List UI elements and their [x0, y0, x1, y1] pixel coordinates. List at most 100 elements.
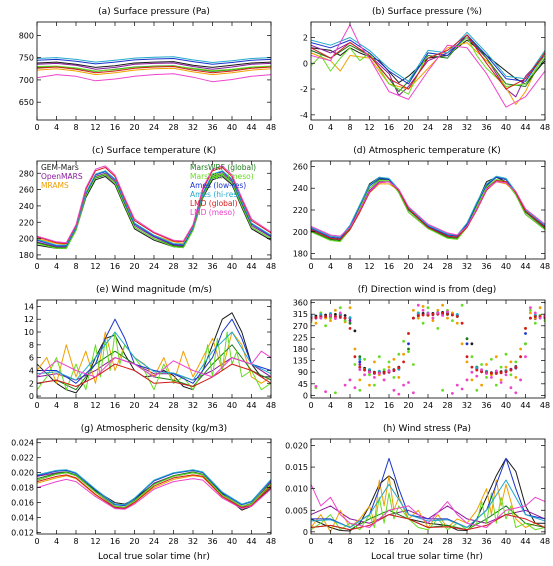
x-tick-label: 8 — [347, 537, 352, 546]
data-point — [314, 321, 318, 325]
y-tick-label: 0.016 — [11, 499, 34, 508]
x-tick-label: 0 — [308, 262, 313, 271]
x-tick-label: 12 — [90, 401, 100, 410]
x-tick-label: 16 — [110, 123, 120, 132]
legend-label-gem-mars: GEM-Mars — [41, 163, 79, 172]
data-point — [402, 339, 405, 343]
data-point — [348, 319, 352, 322]
x-tick-label: 48 — [540, 401, 550, 410]
data-point — [353, 363, 357, 366]
x-tick-label: 40 — [227, 401, 237, 410]
data-point — [504, 352, 508, 356]
x-tick-label: 16 — [110, 537, 120, 546]
x-tick-label: 4 — [54, 123, 59, 132]
data-point — [426, 312, 430, 315]
panel-b: (b) Surface pressure (%) 0 4 8 12 16 20 24 28 32… — [300, 7, 550, 132]
data-point — [455, 321, 459, 325]
x-tick-label: 12 — [90, 262, 100, 271]
data-point — [402, 352, 405, 356]
series-line — [37, 165, 271, 244]
x-tick-label: 28 — [168, 537, 178, 546]
x-tick-label: 40 — [501, 123, 511, 132]
data-point — [412, 316, 415, 320]
x-tick-label: 20 — [403, 537, 413, 546]
x-tick-label: 0 — [308, 537, 313, 546]
panel-e-title: (e) Wind magnitude (m/s) — [96, 285, 212, 295]
data-point — [343, 316, 347, 320]
y-tick-label: 2 — [29, 379, 34, 388]
data-point — [436, 311, 440, 315]
y-tick-label: 14 — [24, 302, 34, 311]
y-tick-label: -2 — [300, 85, 308, 94]
data-point — [407, 332, 410, 335]
y-tick-label: 200 — [19, 235, 34, 244]
series-line — [37, 56, 271, 63]
data-point — [382, 371, 386, 375]
data-point — [373, 371, 376, 375]
x-tick-label: 4 — [328, 262, 333, 271]
panel-b-title: (b) Surface pressure (%) — [372, 7, 482, 17]
data-point — [455, 383, 459, 387]
y-tick-label: 12 — [24, 315, 34, 324]
legend-label-ames-hi-res: Ames (hi-res) — [190, 190, 240, 199]
x-tick-label: 48 — [266, 123, 276, 132]
x-tick-label: 12 — [90, 537, 100, 546]
series-line — [37, 350, 271, 378]
x-tick-label: 28 — [168, 401, 178, 410]
data-point — [363, 357, 366, 361]
x-tick-label: 48 — [540, 123, 550, 132]
data-point — [494, 369, 498, 373]
series-line — [311, 34, 545, 85]
y-tick-label: 0 — [303, 59, 308, 68]
y-tick-label: 180 — [293, 345, 308, 354]
data-point — [368, 370, 371, 374]
data-point — [373, 383, 376, 387]
series-line — [37, 170, 271, 246]
data-point — [514, 376, 518, 379]
plot-area — [37, 165, 271, 249]
data-point — [519, 347, 522, 351]
data-point — [538, 316, 542, 320]
y-tick-label: 240 — [19, 202, 34, 211]
data-point — [509, 373, 513, 377]
y-tick-label: 0.024 — [11, 439, 34, 448]
data-point — [407, 381, 410, 384]
x-tick-label: 8 — [347, 401, 352, 410]
x-tick-label: 4 — [328, 537, 333, 546]
series-line — [311, 31, 545, 82]
x-tick-label: 8 — [73, 262, 78, 271]
data-point — [480, 383, 483, 387]
x-tick-label: 0 — [34, 262, 39, 271]
y-tick-label: 280 — [19, 169, 34, 178]
x-tick-label: 24 — [423, 537, 433, 546]
data-point — [504, 373, 508, 377]
x-tick-label: 0 — [34, 537, 39, 546]
y-tick-label: 225 — [293, 333, 308, 342]
x-tick-label: 16 — [384, 262, 394, 271]
data-point — [480, 363, 483, 366]
y-tick-label: -4 — [300, 111, 308, 120]
y-tick-label: 180 — [19, 251, 34, 260]
data-point — [407, 347, 410, 351]
data-point — [475, 388, 479, 392]
data-point — [338, 306, 342, 310]
y-tick-label: 800 — [19, 31, 34, 40]
x-tick-label: 44 — [246, 123, 256, 132]
data-point — [533, 311, 537, 315]
x-tick-label: 12 — [364, 123, 374, 132]
x-tick-label: 16 — [384, 401, 394, 410]
data-point — [392, 376, 396, 379]
x-tick-label: 0 — [308, 123, 313, 132]
x-tick-label: 36 — [207, 123, 217, 132]
data-point — [363, 373, 366, 377]
data-point — [402, 360, 405, 364]
series-line — [311, 180, 545, 240]
x-tick-label: 8 — [347, 262, 352, 271]
data-point — [421, 313, 425, 317]
data-point — [460, 342, 464, 346]
y-tick-label: 315 — [293, 310, 308, 319]
x-tick-label: 28 — [442, 123, 452, 132]
data-point — [460, 387, 464, 391]
data-point — [343, 319, 347, 322]
